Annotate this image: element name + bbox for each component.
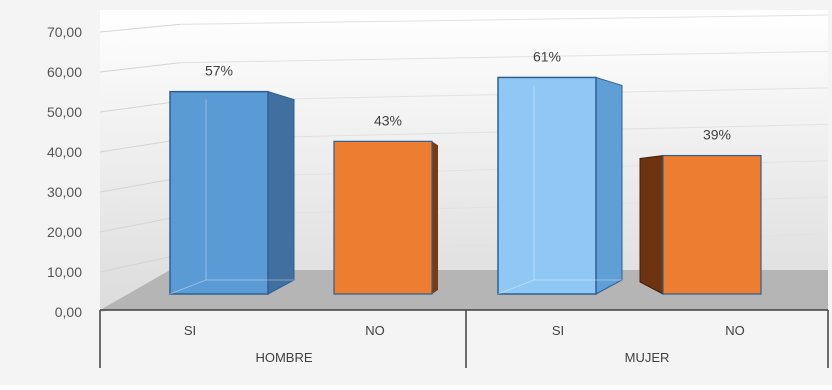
gridline [99,100,181,113]
y-tick-label: 30,00 [47,184,82,200]
x-axis: SI NO HOMBRE SI NO MUJER [99,309,829,368]
gridline [99,177,181,193]
y-tick-label: 70,00 [47,24,82,40]
gridline [99,254,181,273]
data-label: 61% [533,48,561,64]
data-label: 39% [703,127,731,143]
bar-hombre-no [333,140,438,295]
bar-hombre-si [169,90,295,295]
x-category-label: SI [552,323,564,338]
x-category-label: SI [184,323,196,338]
gridline [179,50,829,64]
bars: 57% 43% 61% 39% [169,48,762,295]
gridline [179,14,829,25]
gridline [99,23,181,33]
x-category-label: NO [365,323,385,338]
y-axis-tick-labels: 0,00 10,00 20,00 30,00 40,00 50,00 60,00 70,00 [47,24,82,320]
data-label: 57% [205,63,233,79]
bar-mujer-no [639,154,762,295]
y-tick-label: 60,00 [47,64,82,80]
y-tick-label: 10,00 [47,264,82,280]
y-tick-label: 20,00 [47,224,82,240]
x-group-label: MUJER [625,350,670,365]
data-label: 43% [374,112,402,128]
bar-mujer-si [497,76,623,295]
x-category-label: NO [725,323,745,338]
gridline [99,139,181,153]
x-group-label: HOMBRE [255,350,312,365]
y-tick-label: 40,00 [47,144,82,160]
gridline [99,62,181,73]
y-tick-label: 50,00 [47,104,82,120]
gridline [99,215,181,233]
y-tick-label: 0,00 [55,304,82,320]
